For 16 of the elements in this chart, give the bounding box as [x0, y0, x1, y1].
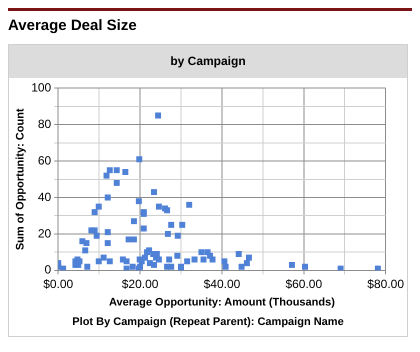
- x-tick-label: $80.00: [367, 276, 404, 291]
- x-tick-label: $0.00: [43, 276, 74, 291]
- chart-subtitle: by Campaign: [9, 45, 407, 78]
- y-tick-label: 60: [38, 153, 52, 168]
- y-tick-label: 100: [31, 80, 52, 95]
- y-tick-label: 20: [38, 226, 52, 240]
- chart-title: Average Deal Size: [8, 8, 412, 34]
- y-axis-title: Sum of Opportunity: Count: [14, 108, 27, 250]
- text: Plot By Campaign (Repeat Parent): Campaign Name: [71, 315, 345, 330]
- y-tick-label: 80: [38, 116, 52, 131]
- x-tick-label: $20.00: [122, 276, 159, 291]
- x-tick-label: $40.00: [204, 276, 241, 291]
- y-tick-label: 0: [44, 262, 52, 277]
- x-axis-title: Average Opportunity: Amount (Thousands): [108, 296, 336, 308]
- y-tick-label: 40: [38, 190, 52, 204]
- x-tick-label: $60.00: [285, 276, 322, 291]
